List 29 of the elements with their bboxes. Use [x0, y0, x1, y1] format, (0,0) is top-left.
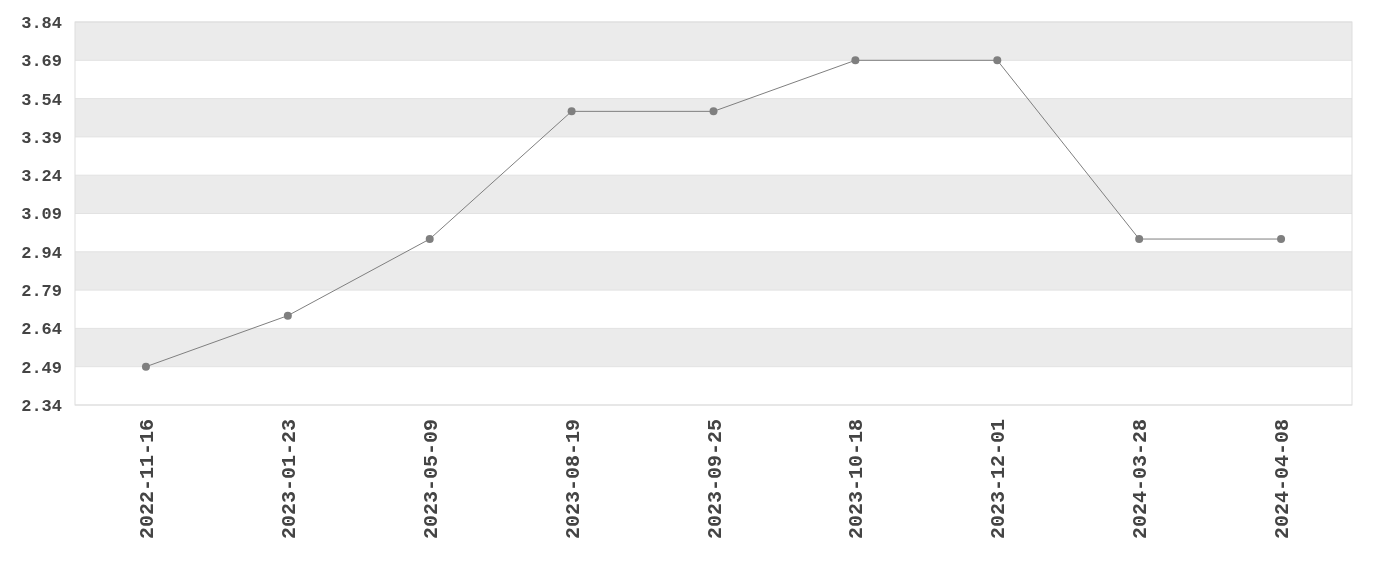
x-tick-label: 2023-01-23	[277, 419, 301, 540]
point	[1135, 235, 1144, 244]
y-tick-label: 2.94	[21, 243, 62, 263]
x-tick-label: 2024-03-28	[1129, 419, 1153, 540]
point	[567, 107, 576, 116]
x-tick-label: 2022-11-16	[135, 419, 159, 540]
x-tick-label: 2023-08-19	[561, 419, 585, 540]
point	[709, 107, 718, 116]
y-tick-label: 3.09	[21, 205, 62, 225]
y-tick-label: 2.64	[21, 320, 62, 340]
y-tick-label: 3.54	[21, 90, 62, 110]
y-tick-label: 2.79	[21, 282, 62, 302]
x-tick-label: 2023-12-01	[987, 419, 1011, 540]
y-tick-label: 3.69	[21, 52, 62, 72]
x-tick-label: 2024-04-08	[1271, 419, 1295, 540]
point	[1277, 235, 1286, 244]
y-tick-label: 3.39	[21, 128, 62, 148]
point	[141, 362, 150, 371]
y-tick-label: 3.84	[21, 13, 62, 33]
y-tick-label: 3.24	[21, 167, 62, 187]
point	[425, 235, 434, 244]
point	[851, 56, 860, 65]
y-tick-label: 2.34	[21, 396, 62, 416]
point	[283, 311, 292, 320]
x-tick-label: 2023-10-18	[845, 419, 869, 540]
x-tick-label: 2023-09-25	[703, 419, 727, 540]
point	[993, 56, 1002, 65]
y-tick-label: 2.49	[21, 358, 62, 378]
x-tick-label: 2023-05-09	[419, 419, 443, 540]
